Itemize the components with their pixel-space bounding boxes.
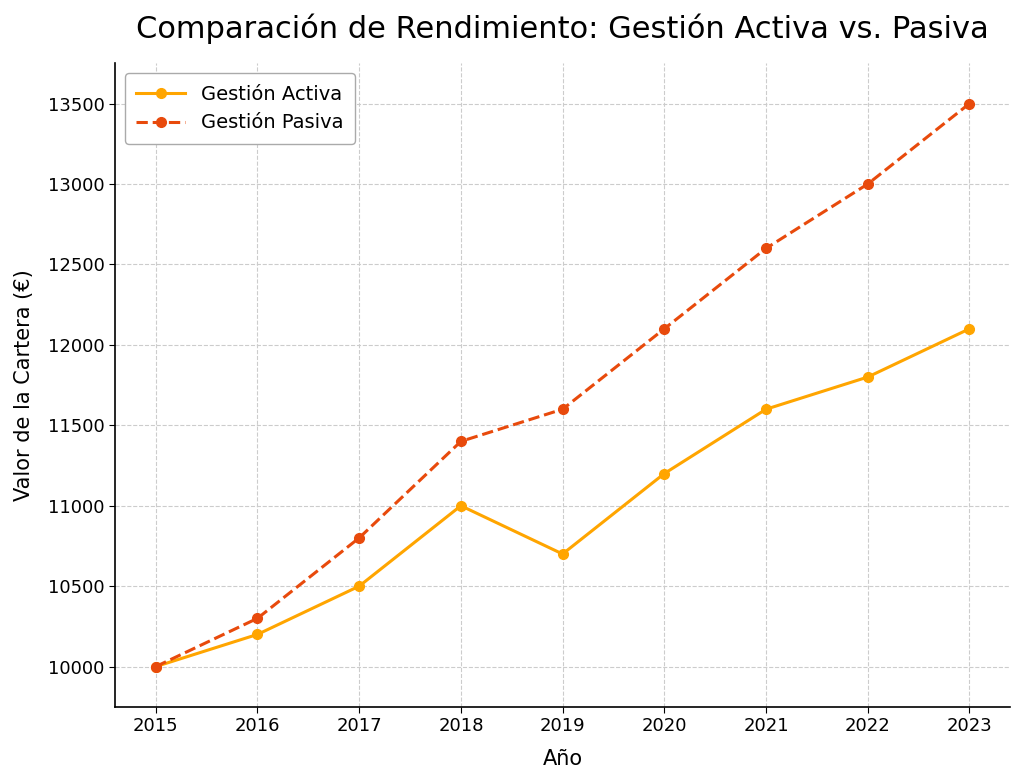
X-axis label: Año: Año	[543, 749, 583, 769]
Gestión Pasiva	[556, 405, 568, 414]
Gestión Activa	[251, 630, 263, 639]
Gestión Pasiva	[353, 533, 366, 543]
Gestión Pasiva	[150, 662, 162, 671]
Gestión Activa	[150, 662, 162, 671]
Gestión Activa	[964, 324, 976, 334]
Gestión Pasiva	[658, 324, 671, 334]
Gestión Pasiva	[760, 244, 772, 253]
Gestión Activa	[455, 501, 467, 511]
Gestión Activa	[353, 582, 366, 591]
Line: Gestión Activa: Gestión Activa	[151, 324, 974, 672]
Legend: Gestión Activa, Gestión Pasiva: Gestión Activa, Gestión Pasiva	[125, 73, 354, 144]
Gestión Activa	[556, 550, 568, 559]
Gestión Activa	[760, 405, 772, 414]
Gestión Pasiva	[964, 99, 976, 108]
Y-axis label: Valor de la Cartera (€): Valor de la Cartera (€)	[14, 269, 34, 501]
Title: Comparación de Rendimiento: Gestión Activa vs. Pasiva: Comparación de Rendimiento: Gestión Acti…	[136, 14, 989, 45]
Gestión Pasiva	[861, 179, 873, 189]
Gestión Pasiva	[455, 437, 467, 446]
Gestión Activa	[658, 469, 671, 478]
Gestión Activa	[861, 373, 873, 382]
Line: Gestión Pasiva: Gestión Pasiva	[151, 99, 974, 672]
Gestión Pasiva	[251, 614, 263, 623]
